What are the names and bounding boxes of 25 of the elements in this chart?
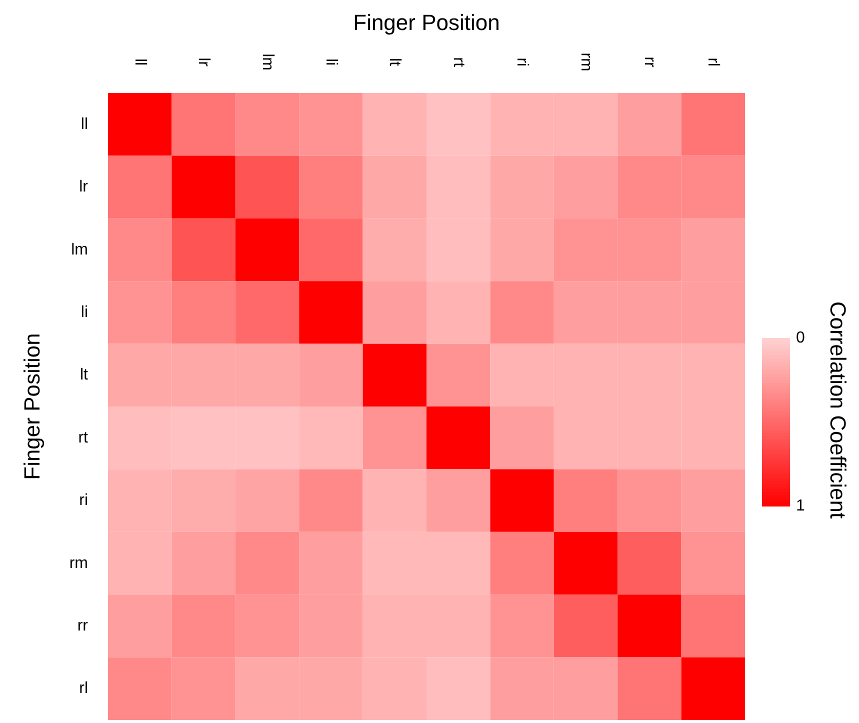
color-bar-label: 1 [796,498,805,514]
y-tick-label: lm [71,241,88,258]
x-tick-label: li [322,58,340,66]
y-tick-label: rt [78,429,89,446]
x-tick-label: lt [386,58,404,67]
chart-title: Finger Position [353,10,500,35]
y-tick-label: ll [80,116,88,133]
x-tick-label: rr [640,56,658,68]
y-tick-label: ri [79,492,88,510]
x-tick-label: ll [131,58,148,66]
x-tick-label: lm [258,54,276,70]
y-tick-label: lt [80,366,89,384]
y-tick-label: li [80,304,88,321]
x-tick-label: lr [195,58,212,68]
y-axis-title: Finger Position [20,333,44,480]
x-tick-label: ri [514,58,531,66]
y-tick-label: rl [79,680,88,698]
y-tick-label: lr [79,178,89,196]
y-tick-label: rm [69,554,88,572]
y-tick-label: rr [77,617,89,634]
x-tick-label: rm [577,52,594,72]
x-tick-label: rt [450,57,467,68]
color-bar-title: Correlation Coefficient [826,301,850,519]
color-bar-label: 0 [796,330,805,346]
x-tick-label: rl [704,58,722,66]
